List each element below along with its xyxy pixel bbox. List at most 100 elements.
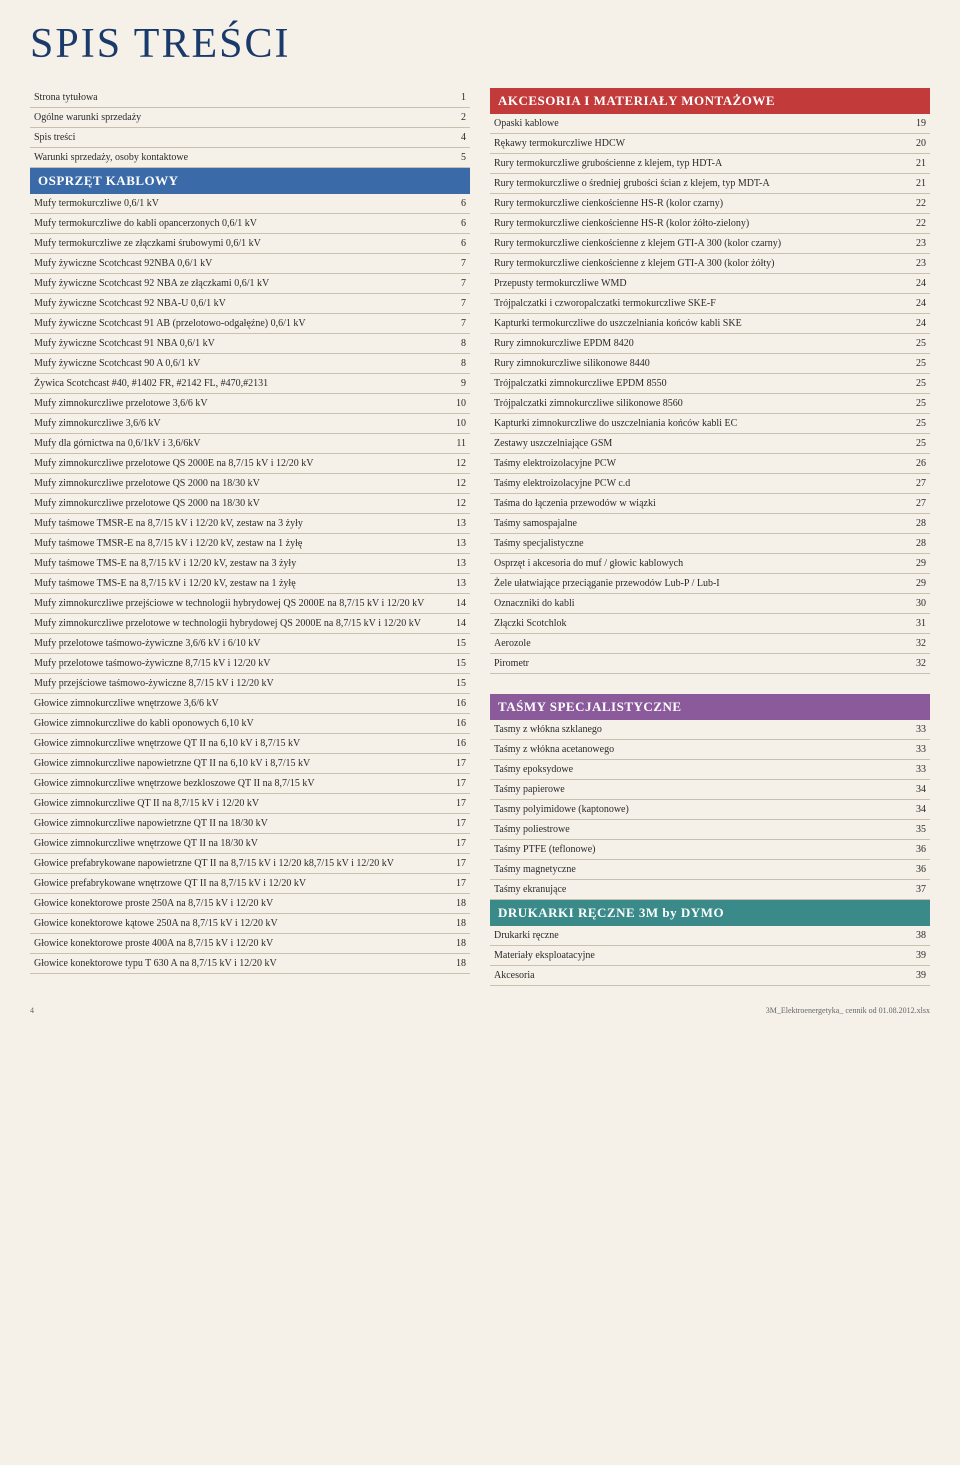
toc-row[interactable]: Mufy termokurczliwe ze złączkami śrubowy… [30,234,470,254]
toc-row[interactable]: Przepusty termokurczliwe WMD24 [490,274,930,294]
toc-row[interactable]: Taśmy elektroizolacyjne PCW c.d27 [490,474,930,494]
toc-row[interactable]: Trójpalczatki i czworopalczatki termokur… [490,294,930,314]
toc-entry-label: Rury termokurczliwe o średniej grubości … [494,178,900,189]
toc-row[interactable]: Mufy przejściowe taśmowo-żywiczne 8,7/15… [30,674,470,694]
toc-row[interactable]: Mufy taśmowe TMSR-E na 8,7/15 kV i 12/20… [30,514,470,534]
toc-row[interactable]: Mufy termokurczliwe 0,6/1 kV6 [30,194,470,214]
toc-row[interactable]: Taśmy z włókna acetanowego33 [490,740,930,760]
toc-row[interactable]: Rękawy termokurczliwe HDCW20 [490,134,930,154]
toc-row[interactable]: Warunki sprzedaży, osoby kontaktowe5 [30,148,470,168]
toc-row[interactable]: Mufy zimnokurczliwe przelotowe 3,6/6 kV1… [30,394,470,414]
toc-row[interactable]: Mufy zimnokurczliwe przelotowe QS 2000 n… [30,474,470,494]
toc-row[interactable]: Rury termokurczliwe o średniej grubości … [490,174,930,194]
toc-row[interactable]: Rury termokurczliwe cienkościenne HS-R (… [490,194,930,214]
toc-row[interactable]: Mufy żywiczne Scotchcast 92 NBA-U 0,6/1 … [30,294,470,314]
toc-row[interactable]: Głowice prefabrykowane napowietrzne QT I… [30,854,470,874]
toc-row[interactable]: Trójpalczatki zimnokurczliwe EPDM 855025 [490,374,930,394]
toc-row[interactable]: Mufy taśmowe TMS-E na 8,7/15 kV i 12/20 … [30,554,470,574]
toc-row[interactable]: Aerozole32 [490,634,930,654]
toc-row[interactable]: Mufy taśmowe TMSR-E na 8,7/15 kV i 12/20… [30,534,470,554]
toc-row[interactable]: Mufy termokurczliwe do kabli opancerzony… [30,214,470,234]
toc-row[interactable]: Taśmy epoksydowe33 [490,760,930,780]
toc-entry-label: Głowice konektorowe proste 400A na 8,7/1… [34,938,440,949]
toc-row[interactable]: Mufy przelotowe taśmowo-żywiczne 8,7/15 … [30,654,470,674]
toc-row[interactable]: Zestawy uszczelniające GSM25 [490,434,930,454]
toc-section-header: AKCESORIA I MATERIAŁY MONTAŻOWE [490,88,930,114]
toc-row[interactable]: Tasmy polyimidowe (kaptonowe)34 [490,800,930,820]
toc-row[interactable]: Mufy zimnokurczliwe przelotowe QS 2000 n… [30,494,470,514]
toc-row[interactable]: Głowice zimnokurczliwe wnętrzowe QT II n… [30,734,470,754]
toc-entry-page: 39 [900,950,926,961]
toc-entry-page: 25 [900,438,926,449]
toc-row[interactable]: Rury termokurczliwe cienkościenne z klej… [490,254,930,274]
toc-row[interactable]: Mufy dla górnictwa na 0,6/1kV i 3,6/6kV1… [30,434,470,454]
toc-row[interactable]: Głowice zimnokurczliwe do kabli oponowyc… [30,714,470,734]
toc-row[interactable]: Mufy zimnokurczliwe 3,6/6 kV10 [30,414,470,434]
toc-row[interactable]: Spis treści4 [30,128,470,148]
toc-row[interactable]: Głowice zimnokurczliwe QT II na 8,7/15 k… [30,794,470,814]
toc-entry-page: 34 [900,784,926,795]
toc-row[interactable]: Kapturki zimnokurczliwe do uszczelniania… [490,414,930,434]
toc-row[interactable]: Opaski kablowe19 [490,114,930,134]
toc-entry-page: 28 [900,538,926,549]
toc-entry-page: 25 [900,398,926,409]
toc-row[interactable]: Rury zimnokurczliwe EPDM 842025 [490,334,930,354]
toc-row[interactable]: Taśmy papierowe34 [490,780,930,800]
toc-row[interactable]: Głowice zimnokurczliwe wnętrzowe 3,6/6 k… [30,694,470,714]
toc-entry-label: Oznaczniki do kabli [494,598,900,609]
toc-row[interactable]: Kapturki termokurczliwe do uszczelniania… [490,314,930,334]
toc-row[interactable]: Materiały eksploatacyjne39 [490,946,930,966]
toc-row[interactable]: Głowice zimnokurczliwe wnętrzowe QT II n… [30,834,470,854]
toc-row[interactable]: Głowice konektorowe typu T 630 A na 8,7/… [30,954,470,974]
toc-row[interactable]: Złączki Scotchlok31 [490,614,930,634]
toc-row[interactable]: Mufy żywiczne Scotchcast 92NBA 0,6/1 kV7 [30,254,470,274]
toc-row[interactable]: Głowice zimnokurczliwe napowietrzne QT I… [30,754,470,774]
toc-row[interactable]: Mufy zimnokurczliwe przelotowe QS 2000E … [30,454,470,474]
toc-row[interactable]: Żele ułatwiające przeciąganie przewodów … [490,574,930,594]
toc-row[interactable]: Głowice prefabrykowane wnętrzowe QT II n… [30,874,470,894]
toc-row[interactable]: Mufy żywiczne Scotchcast 91 NBA 0,6/1 kV… [30,334,470,354]
toc-row[interactable]: Rury termokurczliwe grubościenne z kleje… [490,154,930,174]
toc-row[interactable]: Głowice zimnokurczliwe napowietrzne QT I… [30,814,470,834]
toc-row[interactable]: Głowice konektorowe proste 250A na 8,7/1… [30,894,470,914]
toc-row[interactable]: Pirometr32 [490,654,930,674]
toc-row[interactable]: Mufy żywiczne Scotchcast 91 AB (przeloto… [30,314,470,334]
toc-row[interactable]: Taśmy ekranujące37 [490,880,930,900]
toc-row[interactable]: Mufy zimnokurczliwe przejściowe w techno… [30,594,470,614]
toc-entry-page: 18 [440,898,466,909]
toc-entry-label: Mufy żywiczne Scotchcast 91 AB (przeloto… [34,318,440,329]
toc-row[interactable]: Taśmy elektroizolacyjne PCW26 [490,454,930,474]
toc-row[interactable]: Mufy żywiczne Scotchcast 90 A 0,6/1 kV8 [30,354,470,374]
toc-row[interactable]: Głowice konektorowe proste 400A na 8,7/1… [30,934,470,954]
toc-row[interactable]: Głowice zimnokurczliwe wnętrzowe bezklos… [30,774,470,794]
toc-row[interactable]: Taśmy magnetyczne36 [490,860,930,880]
toc-row[interactable]: Oznaczniki do kabli30 [490,594,930,614]
toc-row[interactable]: Mufy przelotowe taśmowo-żywiczne 3,6/6 k… [30,634,470,654]
toc-row[interactable]: Rury termokurczliwe cienkościenne HS-R (… [490,214,930,234]
toc-row[interactable]: Mufy zimnokurczliwe przelotowe w technol… [30,614,470,634]
toc-row[interactable]: Żywica Scotchcast #40, #1402 FR, #2142 F… [30,374,470,394]
toc-row[interactable]: Taśmy PTFE (teflonowe)36 [490,840,930,860]
toc-row[interactable]: Strona tytułowa1 [30,88,470,108]
toc-entry-label: Mufy taśmowe TMSR-E na 8,7/15 kV i 12/20… [34,518,440,529]
toc-entry-label: Rury termokurczliwe cienkościenne HS-R (… [494,198,900,209]
toc-row[interactable]: Osprzęt i akcesoria do muf / głowic kabl… [490,554,930,574]
toc-entry-label: Mufy termokurczliwe do kabli opancerzony… [34,218,440,229]
toc-row[interactable]: Taśmy poliestrowe35 [490,820,930,840]
toc-row[interactable]: Tasmy z włókna szklanego33 [490,720,930,740]
toc-row[interactable]: Mufy żywiczne Scotchcast 92 NBA ze złącz… [30,274,470,294]
toc-row[interactable]: Akcesoria39 [490,966,930,986]
toc-row[interactable]: Rury zimnokurczliwe silikonowe 844025 [490,354,930,374]
toc-entry-page: 21 [900,158,926,169]
toc-row[interactable]: Ogólne warunki sprzedaży2 [30,108,470,128]
toc-row[interactable]: Taśmy specjalistyczne28 [490,534,930,554]
toc-row[interactable]: Mufy taśmowe TMS-E na 8,7/15 kV i 12/20 … [30,574,470,594]
toc-row[interactable]: Taśmy samospajalne28 [490,514,930,534]
toc-row[interactable]: Drukarki ręczne38 [490,926,930,946]
toc-entry-label: Taśmy PTFE (teflonowe) [494,844,900,855]
toc-row[interactable]: Taśma do łączenia przewodów w wiązki27 [490,494,930,514]
toc-row[interactable]: Trójpalczatki zimnokurczliwe silikonowe … [490,394,930,414]
toc-row[interactable]: Głowice konektorowe kątowe 250A na 8,7/1… [30,914,470,934]
toc-entry-page: 39 [900,970,926,981]
toc-row[interactable]: Rury termokurczliwe cienkościenne z klej… [490,234,930,254]
